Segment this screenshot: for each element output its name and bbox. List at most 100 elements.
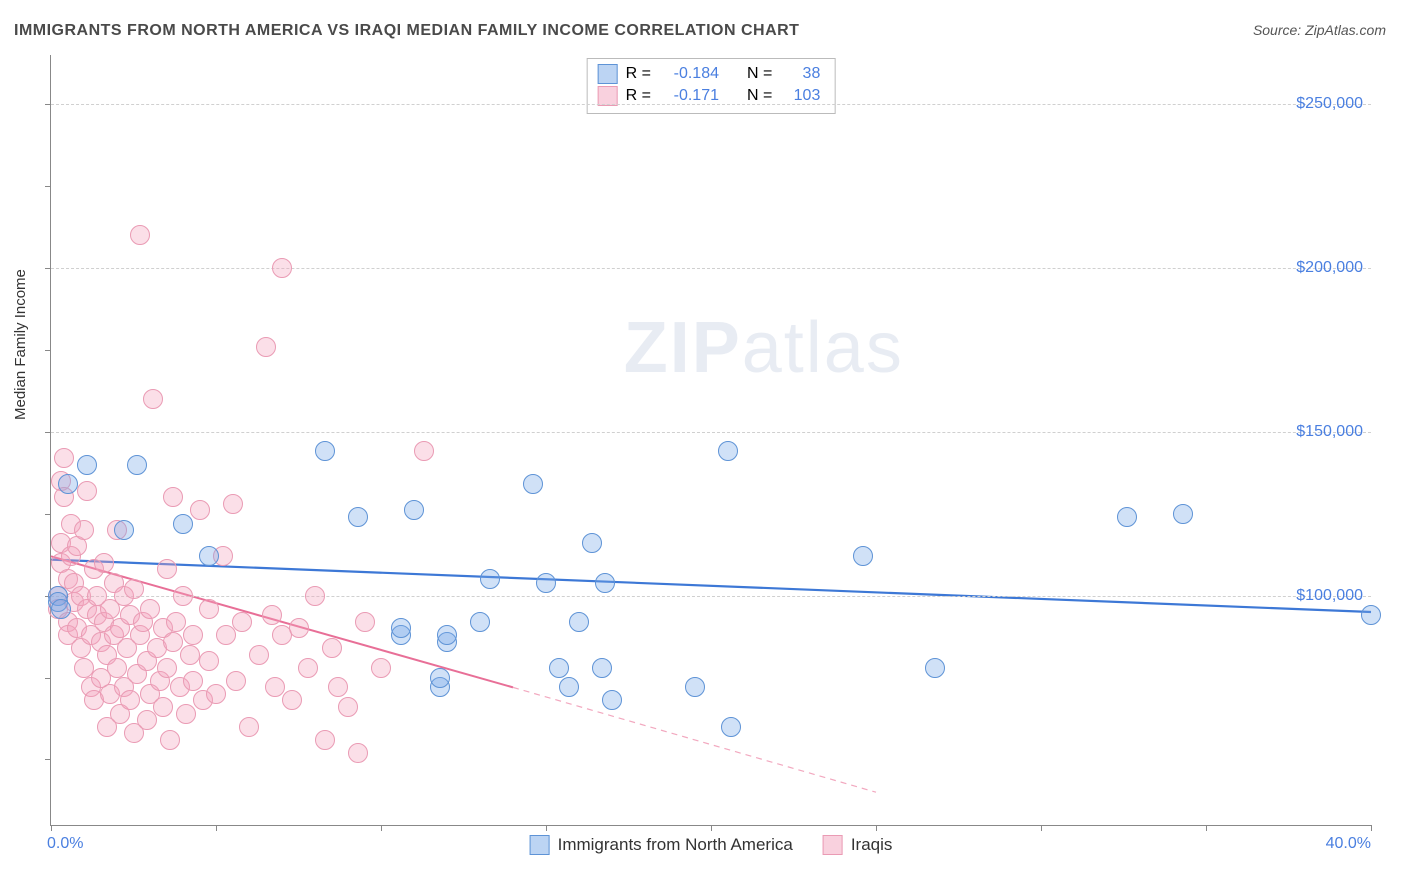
data-point-pink <box>163 487 183 507</box>
data-point-blue <box>853 546 873 566</box>
data-point-pink <box>328 677 348 697</box>
x-tick <box>711 825 712 831</box>
data-point-pink <box>107 658 127 678</box>
y-tick <box>45 678 51 679</box>
trend-line-pink-extrapolated <box>513 687 876 792</box>
data-point-blue <box>127 455 147 475</box>
data-point-blue <box>437 625 457 645</box>
data-point-pink <box>74 520 94 540</box>
y-tick <box>45 186 51 187</box>
data-point-pink <box>180 645 200 665</box>
legend: Immigrants from North America Iraqis <box>530 835 893 855</box>
x-tick <box>381 825 382 831</box>
data-point-blue <box>430 668 450 688</box>
x-axis-label: 0.0% <box>47 835 83 853</box>
y-tick <box>45 350 51 351</box>
data-point-blue <box>404 500 424 520</box>
x-tick <box>1206 825 1207 831</box>
y-axis-label: $250,000 <box>1296 95 1363 113</box>
data-point-blue <box>480 569 500 589</box>
trend-line <box>51 560 1371 612</box>
data-point-blue <box>925 658 945 678</box>
data-point-pink <box>130 225 150 245</box>
data-point-blue <box>1173 504 1193 524</box>
data-point-pink <box>348 743 368 763</box>
data-point-blue <box>1117 507 1137 527</box>
data-point-blue <box>718 441 738 461</box>
data-point-pink <box>239 717 259 737</box>
legend-item-pink: Iraqis <box>823 835 893 855</box>
data-point-pink <box>206 684 226 704</box>
data-point-pink <box>282 690 302 710</box>
x-tick <box>216 825 217 831</box>
data-point-pink <box>137 710 157 730</box>
gridline-h <box>51 104 1371 105</box>
data-point-blue <box>569 612 589 632</box>
data-point-blue <box>595 573 615 593</box>
y-tick <box>45 104 51 105</box>
data-point-blue <box>685 677 705 697</box>
y-axis-label: $200,000 <box>1296 259 1363 277</box>
x-tick <box>546 825 547 831</box>
data-point-pink <box>176 704 196 724</box>
data-point-pink <box>298 658 318 678</box>
data-point-blue <box>391 618 411 638</box>
x-tick <box>876 825 877 831</box>
data-point-pink <box>199 651 219 671</box>
data-point-pink <box>226 671 246 691</box>
data-point-blue <box>582 533 602 553</box>
data-point-pink <box>216 625 236 645</box>
data-point-pink <box>232 612 252 632</box>
data-point-pink <box>223 494 243 514</box>
legend-swatch-blue <box>530 835 550 855</box>
scatter-plot: ZIPatlas R =-0.184N =38R =-0.171N =103 I… <box>50 55 1371 826</box>
gridline-h <box>51 268 1371 269</box>
data-point-pink <box>54 448 74 468</box>
data-point-pink <box>414 441 434 461</box>
data-point-blue <box>114 520 134 540</box>
data-point-blue <box>523 474 543 494</box>
trend-lines-layer <box>51 55 1371 825</box>
data-point-blue <box>348 507 368 527</box>
legend-label: Immigrants from North America <box>558 835 793 855</box>
data-point-pink <box>173 586 193 606</box>
data-point-pink <box>305 586 325 606</box>
data-point-pink <box>256 337 276 357</box>
data-point-blue <box>199 546 219 566</box>
data-point-blue <box>173 514 193 534</box>
chart-title: IMMIGRANTS FROM NORTH AMERICA VS IRAQI M… <box>14 22 799 40</box>
gridline-h <box>51 432 1371 433</box>
y-axis-title: Median Family Income <box>12 269 29 420</box>
data-point-blue <box>77 455 97 475</box>
data-point-blue <box>470 612 490 632</box>
legend-swatch-pink <box>823 835 843 855</box>
data-point-pink <box>153 697 173 717</box>
legend-item-blue: Immigrants from North America <box>530 835 793 855</box>
y-tick <box>45 514 51 515</box>
source-name: ZipAtlas.com <box>1305 22 1386 38</box>
data-point-blue <box>602 690 622 710</box>
data-point-blue <box>721 717 741 737</box>
data-point-blue <box>549 658 569 678</box>
y-axis-label: $150,000 <box>1296 423 1363 441</box>
data-point-pink <box>315 730 335 750</box>
data-point-pink <box>183 625 203 645</box>
data-point-pink <box>124 579 144 599</box>
data-point-pink <box>157 658 177 678</box>
data-point-pink <box>355 612 375 632</box>
data-point-blue <box>536 573 556 593</box>
data-point-pink <box>160 730 180 750</box>
data-point-pink <box>183 671 203 691</box>
data-point-blue <box>58 474 78 494</box>
data-point-blue <box>51 599 71 619</box>
data-point-pink <box>140 599 160 619</box>
source-prefix: Source: <box>1253 22 1305 38</box>
data-point-blue <box>559 677 579 697</box>
data-point-pink <box>120 690 140 710</box>
y-tick <box>45 268 51 269</box>
y-tick <box>45 432 51 433</box>
data-point-pink <box>190 500 210 520</box>
y-tick <box>45 759 51 760</box>
data-point-pink <box>289 618 309 638</box>
data-point-blue <box>592 658 612 678</box>
